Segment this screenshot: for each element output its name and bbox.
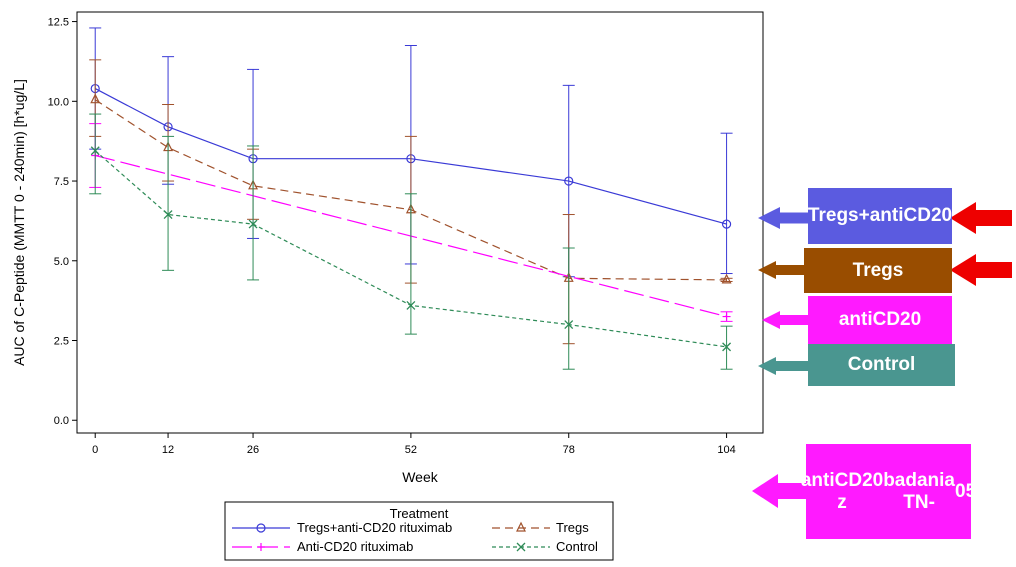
data-point (564, 176, 574, 186)
label-anticd20: antiCD20 (808, 296, 952, 344)
series-line (94, 150, 727, 348)
legend-marker (257, 543, 265, 551)
data-point (722, 312, 731, 321)
legend-marker (256, 523, 266, 533)
legend-box (224, 501, 614, 561)
y-tick-label: 2.5 (54, 336, 69, 348)
legend-entry: Control (556, 539, 598, 554)
legend-marker (516, 521, 526, 532)
x-tick-label: 104 (717, 444, 735, 456)
label-tregs-anticd20: Tregs+ antiCD20 (808, 188, 952, 244)
data-point (721, 273, 732, 284)
x-tick-label: 78 (563, 444, 575, 456)
arrow-tregs (758, 261, 806, 279)
data-point (564, 320, 574, 330)
legend-entry: Tregs (556, 520, 589, 535)
data-point (722, 342, 732, 352)
data-point (163, 210, 173, 219)
legend-entry: Tregs+anti-CD20 rituximab (297, 520, 452, 535)
legend-title: Treatment (390, 506, 449, 521)
y-tick-label: 7.5 (54, 176, 69, 188)
label-tn05-line3: 05 (955, 480, 977, 502)
legend-entry: Anti-CD20 rituximab (297, 539, 413, 554)
series-line (94, 88, 727, 225)
series-3 (89, 113, 733, 370)
label-control-line1: Control (847, 354, 916, 375)
label-tregs: Tregs (804, 248, 952, 293)
plot-frame (76, 11, 764, 434)
series-line (94, 99, 727, 281)
arrow-anticd20 (762, 311, 808, 329)
label-tregs-anticd20-line1: Tregs+ (807, 205, 870, 226)
label-tn05-line1: antiCD20 z (800, 469, 884, 513)
y-tick-label: 12.5 (48, 17, 69, 29)
arrow-tn05 (752, 474, 806, 508)
arrow-red-tregs-anticd20 (950, 202, 1012, 234)
y-tick-label: 5.0 (54, 256, 69, 268)
label-tregs-anticd20-line2: antiCD20 (869, 205, 953, 226)
label-control: Control (808, 344, 955, 386)
data-point (90, 146, 100, 156)
label-tn05-line2: badania TN- (883, 469, 956, 513)
x-tick-label: 26 (247, 444, 259, 456)
label-tregs-line1: Tregs (852, 259, 904, 281)
x-axis-title: Week (402, 469, 439, 485)
data-point (90, 93, 101, 104)
y-tick-label: 0.0 (54, 415, 69, 427)
arrow-tregs-anticd20 (758, 207, 808, 229)
x-tick-label: 52 (405, 444, 417, 456)
arrow-control (758, 357, 808, 375)
legend-marker (516, 542, 526, 552)
x-tick-label: 12 (162, 444, 174, 456)
arrow-red-tregs (950, 254, 1012, 286)
data-point (721, 219, 732, 229)
label-anticd20-line1: antiCD20 (838, 309, 922, 330)
data-point (248, 219, 258, 229)
y-axis-title: AUC of C-Peptide (MMTT 0 - 240min) [h*ug… (11, 79, 27, 366)
y-tick-label: 10.0 (48, 96, 69, 108)
data-point (406, 300, 416, 310)
label-tn05: antiCD20 z badania TN- 05 (801, 444, 976, 539)
x-tick-label: 0 (92, 444, 98, 456)
